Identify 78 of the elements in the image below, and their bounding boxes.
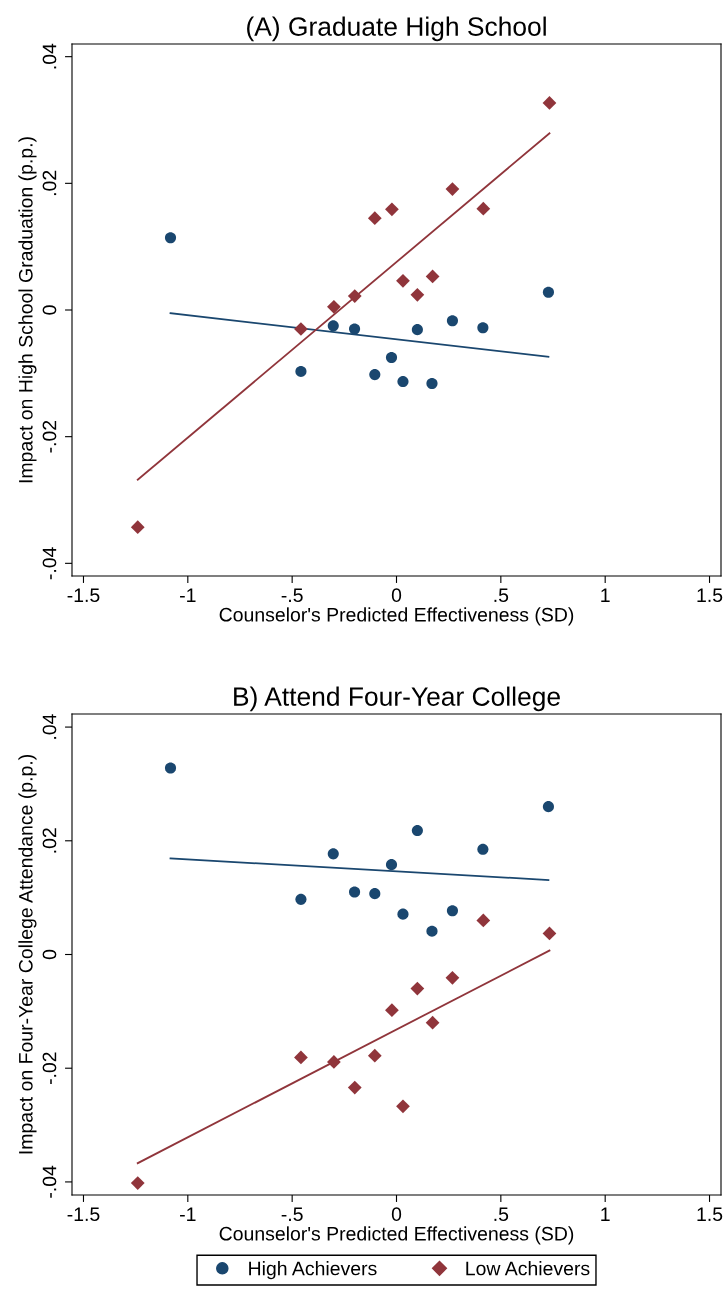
point bbox=[397, 908, 409, 920]
point bbox=[347, 289, 362, 303]
point bbox=[385, 859, 398, 871]
y-tick-label: .02 bbox=[42, 170, 57, 196]
point bbox=[397, 376, 409, 388]
x-tick-label: -1 bbox=[180, 1207, 196, 1221]
y-tick-label: -.04 bbox=[42, 547, 57, 580]
point bbox=[130, 520, 145, 535]
x-tick-label: .5 bbox=[494, 1207, 509, 1222]
chart-title: (A) Graduate High School bbox=[247, 16, 546, 42]
point bbox=[396, 273, 410, 288]
point bbox=[445, 970, 460, 985]
x-tick-label: 1 bbox=[601, 1207, 610, 1221]
point bbox=[295, 365, 307, 377]
point bbox=[367, 211, 382, 226]
point bbox=[164, 762, 177, 774]
point bbox=[477, 322, 489, 334]
point bbox=[327, 299, 341, 314]
point bbox=[295, 893, 307, 905]
x-tick-label: -.5 bbox=[281, 588, 303, 603]
point bbox=[410, 287, 425, 302]
point bbox=[385, 202, 399, 217]
x-tick-label: -1.5 bbox=[67, 588, 100, 603]
point bbox=[327, 320, 339, 332]
point bbox=[396, 1099, 410, 1114]
point bbox=[446, 905, 458, 917]
point bbox=[385, 1003, 399, 1018]
x-tick-label: 0 bbox=[391, 588, 402, 603]
point bbox=[445, 182, 460, 196]
point bbox=[327, 848, 339, 860]
point bbox=[476, 913, 491, 928]
point bbox=[367, 1048, 382, 1063]
x-tick-label: 0 bbox=[391, 1207, 402, 1222]
y-tick-label: .02 bbox=[42, 828, 57, 853]
x-axis-title: Counselor's Predicted Effectiveness (SD) bbox=[219, 1226, 574, 1245]
point bbox=[542, 286, 554, 298]
point bbox=[385, 351, 398, 364]
point bbox=[349, 323, 361, 335]
x-tick-label: -1.5 bbox=[67, 1207, 100, 1222]
point bbox=[327, 1055, 341, 1069]
point bbox=[476, 201, 491, 216]
y-tick-label: 0 bbox=[42, 949, 57, 960]
y-axis-title: Impact on High School Graduation (p.p.) bbox=[18, 137, 37, 483]
point bbox=[426, 925, 438, 937]
x-axis-title: Counselor's Predicted Effectiveness (SD) bbox=[219, 607, 574, 626]
point bbox=[369, 888, 381, 900]
x-tick-label: 1 bbox=[601, 588, 610, 602]
x-tick-label: -1 bbox=[180, 588, 196, 602]
point bbox=[411, 825, 423, 837]
y-tick-label: .04 bbox=[42, 43, 57, 69]
point bbox=[425, 1015, 440, 1030]
y-tick-label: .04 bbox=[42, 714, 57, 739]
point bbox=[446, 315, 458, 327]
point bbox=[542, 801, 554, 813]
legend-label: Low Achievers bbox=[466, 1261, 590, 1276]
point bbox=[411, 324, 423, 336]
point bbox=[130, 1176, 145, 1190]
y-tick-label: -.04 bbox=[42, 1165, 57, 1198]
point bbox=[542, 96, 557, 110]
point bbox=[425, 269, 440, 284]
point bbox=[164, 232, 177, 244]
point bbox=[477, 843, 489, 855]
x-tick-label: -.5 bbox=[281, 1207, 303, 1222]
point bbox=[347, 1080, 362, 1095]
chart-title: B) Attend Four-Year College bbox=[234, 686, 560, 712]
point bbox=[294, 1050, 308, 1065]
x-tick-label: 1.5 bbox=[697, 1207, 723, 1222]
x-tick-label: 1.5 bbox=[697, 588, 723, 603]
point bbox=[426, 377, 438, 390]
y-tick-label: -.02 bbox=[42, 420, 57, 453]
legend-label: High Achievers bbox=[249, 1261, 377, 1280]
y-tick-label: 0 bbox=[42, 305, 57, 315]
x-tick-label: .5 bbox=[494, 588, 509, 603]
point bbox=[410, 981, 425, 996]
y-tick-label: -.02 bbox=[42, 1052, 57, 1085]
point bbox=[349, 886, 361, 898]
y-axis-title: Impact on Four-Year College Attendance (p.p.) bbox=[18, 755, 37, 1154]
point bbox=[369, 369, 381, 381]
